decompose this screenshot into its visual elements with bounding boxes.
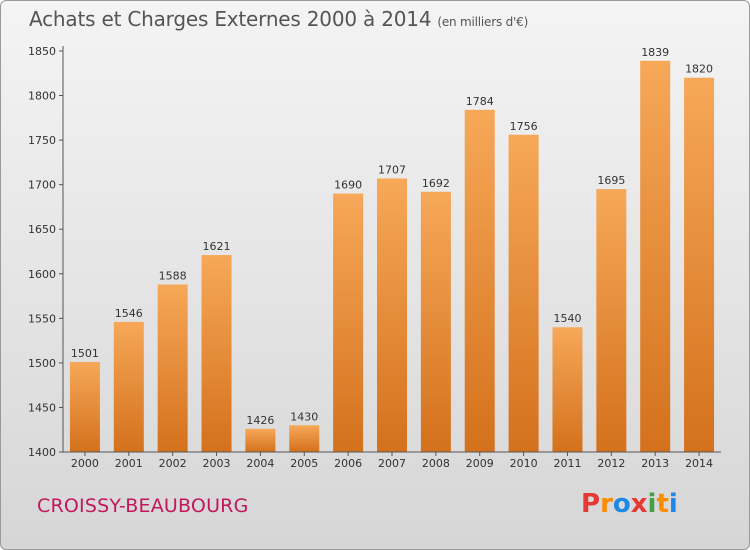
x-tick-label-2011: 2011: [553, 457, 581, 470]
bar-2010: [508, 134, 539, 452]
y-tick-label-1750: 1750: [28, 134, 56, 147]
x-tick-label-2012: 2012: [597, 457, 625, 470]
place-name: CROISSY-BEAUBOURG: [37, 495, 249, 517]
y-tick-label-1400: 1400: [28, 446, 56, 459]
bar-2003: [201, 255, 232, 452]
title-text: Achats et Charges Externes 2000 à 2014: [29, 7, 432, 31]
y-tick-label-1450: 1450: [28, 401, 56, 414]
x-tick-label-2003: 2003: [203, 457, 231, 470]
data-label-2012: 1695: [597, 174, 625, 187]
data-label-2007: 1707: [378, 163, 406, 176]
data-label-2009: 1784: [466, 95, 494, 108]
x-tick-label-2001: 2001: [115, 457, 143, 470]
data-label-2008: 1692: [422, 177, 450, 190]
y-tick-label-1800: 1800: [28, 90, 56, 103]
bar-2001: [113, 321, 144, 452]
data-label-2002: 1588: [159, 269, 187, 282]
bar-2012: [596, 189, 627, 452]
data-label-2004: 1426: [246, 414, 274, 427]
bar-2000: [69, 361, 100, 452]
data-label-2010: 1756: [510, 120, 538, 133]
bar-2004: [245, 428, 276, 452]
data-label-2014: 1820: [685, 63, 713, 76]
data-label-2003: 1621: [203, 240, 231, 253]
data-label-2006: 1690: [334, 179, 362, 192]
bar-2008: [420, 191, 451, 452]
data-label-2000: 1501: [71, 347, 99, 360]
y-tick-label-1650: 1650: [28, 223, 56, 236]
y-tick-label-1550: 1550: [28, 312, 56, 325]
data-label-2001: 1546: [115, 307, 143, 320]
x-tick-label-2007: 2007: [378, 457, 406, 470]
x-tick-label-2004: 2004: [246, 457, 274, 470]
bar-2002: [157, 284, 188, 452]
data-label-2011: 1540: [553, 312, 581, 325]
y-tick-label-1500: 1500: [28, 357, 56, 370]
y-tick-label-1850: 1850: [28, 45, 56, 58]
x-tick-label-2014: 2014: [685, 457, 713, 470]
axes-group: 2000 2001 2002 2003 2004 2005 2006 2007 2008 2009…: [28, 45, 721, 470]
x-tick-label-2013: 2013: [641, 457, 669, 470]
proxiti-logo: Proxiti: [581, 489, 678, 519]
bar-2014: [684, 77, 715, 452]
x-tick-label-2009: 2009: [466, 457, 494, 470]
x-tick-label-2006: 2006: [334, 457, 362, 470]
bar-2005: [289, 425, 320, 452]
bar-2006: [333, 193, 364, 453]
x-tick-label-2002: 2002: [159, 457, 187, 470]
x-tick-label-2008: 2008: [422, 457, 450, 470]
title-unit: (en milliers d'€): [437, 15, 529, 29]
x-tick-label-2000: 2000: [71, 457, 99, 470]
y-tick-label-1700: 1700: [28, 179, 56, 192]
bar-2007: [377, 178, 407, 452]
bar-2013: [640, 60, 671, 453]
bar-2011: [552, 327, 583, 452]
data-label-2013: 1839: [641, 46, 669, 59]
x-tick-label-2005: 2005: [290, 457, 318, 470]
bar-2009: [464, 109, 495, 453]
y-tick-label-1600: 1600: [28, 268, 56, 281]
bars-group: 1501 1546 1588 1621 1426 1430 1690 1707 1692 1784…: [69, 46, 715, 453]
data-label-2005: 1430: [290, 410, 318, 423]
chart-title: Achats et Charges Externes 2000 à 2014 (e…: [29, 7, 528, 31]
x-tick-label-2010: 2010: [510, 457, 538, 470]
